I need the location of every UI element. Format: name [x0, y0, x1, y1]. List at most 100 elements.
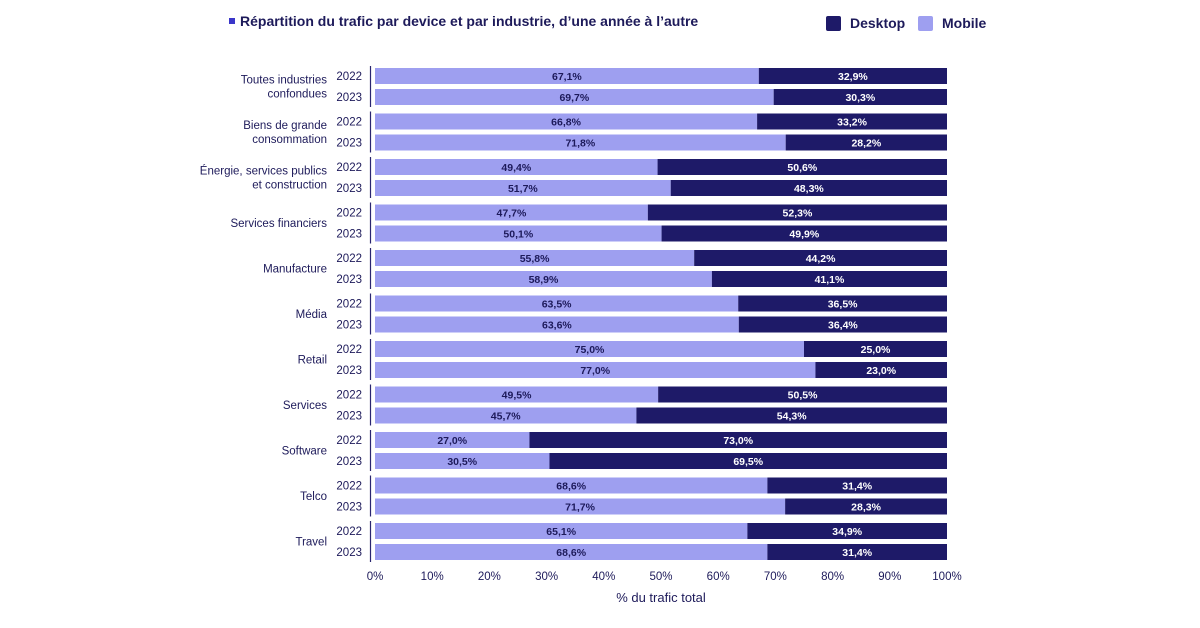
year-label: 2022 — [336, 208, 362, 220]
data-label-mobile: 71,7% — [565, 502, 595, 514]
bar-mobile — [375, 271, 712, 287]
year-label: 2023 — [336, 92, 362, 104]
data-label-mobile: 69,7% — [559, 92, 589, 104]
x-tick-label: 40% — [592, 571, 615, 583]
category-label: Toutes industries — [241, 75, 328, 87]
x-tick-label: 10% — [421, 571, 444, 583]
bar-desktop — [758, 68, 947, 84]
bar-desktop — [738, 316, 947, 333]
year-label: 2023 — [336, 547, 362, 559]
bar-mobile — [375, 225, 662, 242]
year-label: 2022 — [336, 117, 362, 129]
bar-mobile — [375, 523, 748, 539]
data-label-desktop: 36,4% — [828, 320, 858, 332]
x-tick-label: 100% — [932, 571, 961, 583]
bar-desktop — [636, 407, 947, 424]
year-label: 2022 — [336, 390, 362, 402]
legend-swatch-mobile — [918, 15, 933, 31]
data-label-desktop: 73,0% — [723, 435, 753, 447]
data-label-desktop: 34,9% — [832, 526, 862, 538]
bar-desktop — [658, 386, 947, 403]
bar-desktop — [694, 250, 947, 266]
bar-desktop — [657, 159, 947, 175]
year-label: 2022 — [336, 344, 362, 356]
x-tick-label: 50% — [649, 571, 672, 583]
bar-mobile — [375, 453, 550, 469]
bar-desktop — [767, 477, 947, 494]
data-label-mobile: 45,7% — [491, 411, 521, 423]
data-label-desktop: 50,5% — [788, 390, 818, 402]
title-bullet-marker — [229, 18, 235, 24]
bar-mobile — [375, 89, 774, 105]
bar-desktop — [804, 341, 947, 357]
legend-label-mobile: Mobile — [942, 15, 987, 31]
bar-mobile — [375, 68, 759, 84]
year-label: 2023 — [336, 456, 362, 468]
data-label-mobile: 30,5% — [447, 456, 477, 468]
data-label-desktop: 50,6% — [787, 162, 817, 174]
data-label-desktop: 48,3% — [794, 183, 824, 195]
data-label-mobile: 68,6% — [556, 547, 586, 559]
data-label-desktop: 31,4% — [842, 547, 872, 559]
year-label: 2023 — [336, 411, 362, 423]
category-label: Software — [282, 446, 327, 458]
category-label: Biens de grande — [243, 120, 327, 132]
bar-mobile — [375, 544, 768, 560]
year-label: 2023 — [336, 229, 362, 241]
data-label-mobile: 27,0% — [437, 435, 467, 447]
bar-mobile — [375, 204, 648, 221]
x-tick-label: 80% — [821, 571, 844, 583]
bar-desktop — [785, 498, 947, 515]
data-label-desktop: 23,0% — [866, 365, 896, 377]
legend-item-mobile: Mobile — [918, 15, 986, 31]
bar-desktop — [773, 89, 947, 105]
data-label-mobile: 51,7% — [508, 183, 538, 195]
bar-desktop — [757, 113, 947, 130]
bar-mobile — [375, 341, 804, 357]
bar-mobile — [375, 362, 816, 378]
bar-desktop — [711, 271, 947, 287]
year-label: 2023 — [336, 365, 362, 377]
data-label-desktop: 32,9% — [838, 71, 868, 83]
bar-desktop — [647, 204, 947, 221]
bar-mobile — [375, 180, 671, 196]
bar-desktop — [767, 544, 947, 560]
data-label-desktop: 54,3% — [777, 411, 807, 423]
data-label-mobile: 50,1% — [503, 229, 533, 241]
category-label: Travel — [295, 537, 327, 549]
data-label-desktop: 28,2% — [851, 138, 881, 150]
year-label: 2022 — [336, 162, 362, 174]
data-label-mobile: 49,5% — [502, 390, 532, 402]
category-label: confondues — [268, 89, 328, 101]
bar-desktop — [738, 295, 947, 312]
data-label-mobile: 63,5% — [542, 299, 572, 311]
bar-mobile — [375, 316, 739, 333]
data-label-desktop: 30,3% — [845, 92, 875, 104]
legend-swatch-desktop — [826, 15, 841, 31]
legend-label-desktop: Desktop — [850, 15, 906, 31]
year-label: 2022 — [336, 71, 362, 83]
category-label: consommation — [252, 134, 327, 146]
chart-title-group: Répartition du trafic par device et par … — [229, 13, 698, 29]
bar-desktop — [785, 134, 947, 151]
bar-desktop — [815, 362, 947, 378]
legend-item-desktop: Desktop — [826, 15, 905, 31]
x-tick-label: 0% — [367, 571, 384, 583]
bar-mobile — [375, 250, 695, 266]
data-label-desktop: 49,9% — [789, 229, 819, 241]
year-label: 2023 — [336, 502, 362, 514]
year-label: 2022 — [336, 299, 362, 311]
year-label: 2022 — [336, 435, 362, 447]
data-label-mobile: 49,4% — [501, 162, 531, 174]
category-label: Énergie, services publics — [200, 165, 327, 178]
data-label-desktop: 25,0% — [861, 344, 891, 356]
category-label: Retail — [298, 355, 327, 367]
data-label-mobile: 75,0% — [575, 344, 605, 356]
x-axis-title: % du trafic total — [616, 590, 706, 605]
data-label-mobile: 65,1% — [546, 526, 576, 538]
bar-desktop — [661, 225, 947, 242]
data-label-mobile: 67,1% — [552, 71, 582, 83]
bar-mobile — [375, 498, 786, 515]
year-label: 2022 — [336, 253, 362, 265]
